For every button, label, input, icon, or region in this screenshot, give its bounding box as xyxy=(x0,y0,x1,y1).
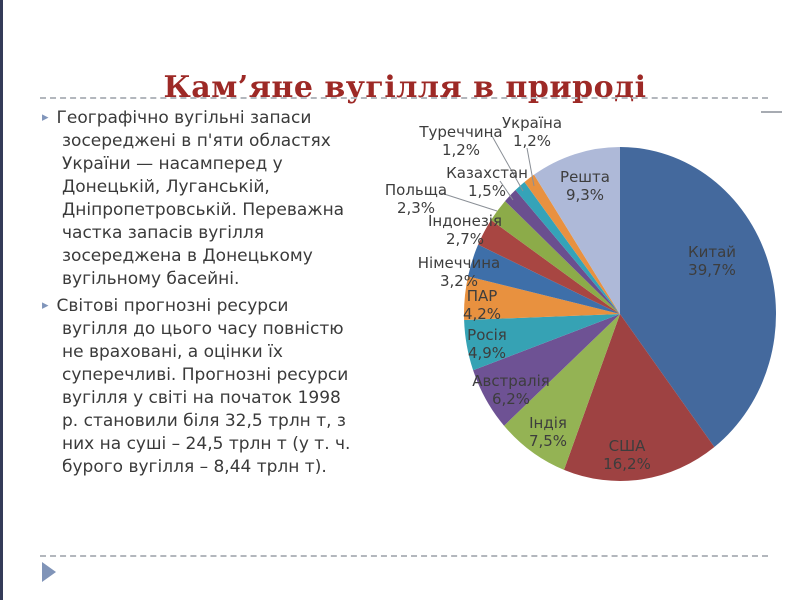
bullet-item: ▸ Світові прогнозні ресурси вугілля до ць… xyxy=(42,294,394,479)
pie-leader-line xyxy=(526,147,535,187)
pie-label-5: ПАР 4,2% xyxy=(462,287,502,323)
pie-slice-8 xyxy=(491,201,620,314)
pie-label-8: Польща 2,3% xyxy=(384,181,448,217)
pie-label-3: Австралія 6,2% xyxy=(472,372,550,408)
pie-label-0: Китай 39,7% xyxy=(687,243,737,279)
pie-slice-4 xyxy=(464,314,620,371)
pie-slice-9 xyxy=(505,190,620,314)
pie-slice-1 xyxy=(564,314,715,482)
pie-leader-line xyxy=(440,192,498,212)
pie-label-12: Решта 9,3% xyxy=(560,168,610,204)
pie-leader-line xyxy=(491,135,524,192)
pie-slice-5 xyxy=(463,276,620,321)
bullet-list: ▸ Географічно вугільні запаси зосереджені… xyxy=(42,106,394,482)
title-divider xyxy=(40,97,768,99)
pie-label-4: Росія 4,9% xyxy=(467,326,507,362)
pie-chart: Китай 39,7% США 16,2% Індія 7,5% Австралія 6,2%… xyxy=(385,95,795,500)
pie-slice-2 xyxy=(504,314,620,470)
pie-label-9: Казахстан 1,5% xyxy=(446,164,528,200)
bullet-text: Географічно вугільні запаси зосереджені … xyxy=(56,108,345,289)
pie-slice-3 xyxy=(473,314,620,426)
pie-label-6: Німеччина 3,2% xyxy=(417,254,501,290)
slide-title: Кам’яне вугілля в природі xyxy=(163,70,647,106)
pie-leader-line xyxy=(499,180,514,201)
pie-slice-11 xyxy=(524,174,620,314)
pie-slice-7 xyxy=(478,220,620,314)
pie-label-10: Туреччина 1,2% xyxy=(419,123,503,159)
footer-arrow-icon xyxy=(42,562,56,582)
footer-divider xyxy=(40,555,768,557)
bullet-text: Світові прогнозні ресурси вугілля до цьо… xyxy=(56,296,351,477)
top-right-tick xyxy=(761,111,782,113)
pie-label-7: Індонезія 2,7% xyxy=(428,212,502,248)
pie-slice-12 xyxy=(534,147,620,314)
left-accent-bar xyxy=(0,0,3,600)
bullet-item: ▸ Географічно вугільні запаси зосереджені… xyxy=(42,106,394,291)
pie-label-11: Україна 1,2% xyxy=(501,114,563,150)
bullet-triangle-icon: ▸ xyxy=(42,298,49,313)
pie-label-1: США 16,2% xyxy=(603,437,651,473)
pie-slice-6 xyxy=(468,244,620,314)
pie-label-2: Індія 7,5% xyxy=(528,414,568,450)
bullet-triangle-icon: ▸ xyxy=(42,110,49,125)
pie-slice-0 xyxy=(620,147,777,447)
pie-slice-10 xyxy=(515,181,620,314)
